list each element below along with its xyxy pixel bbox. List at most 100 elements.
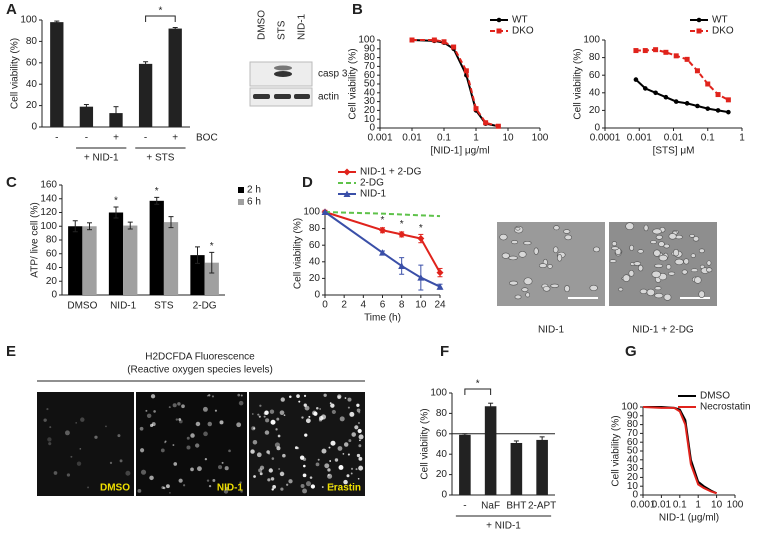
- y-tick-label: 60: [364, 70, 376, 81]
- fluorescent-cell: [161, 486, 165, 490]
- cell: [557, 253, 563, 262]
- band-label: actin: [318, 92, 339, 103]
- fluorescent-cell: [288, 479, 293, 484]
- x-tick-label: 8: [399, 300, 405, 311]
- fluorescent-cell: [271, 457, 275, 460]
- x-tick-label: 2: [341, 300, 347, 311]
- point: [633, 48, 639, 54]
- point: [705, 81, 711, 87]
- fluorescent-cell: [207, 421, 213, 427]
- cell: [553, 246, 559, 254]
- point: [694, 68, 700, 74]
- cell: [609, 259, 617, 263]
- fluorescent-cell: [331, 485, 334, 488]
- fluorescent-cell: [212, 479, 216, 482]
- panel-letter: B: [352, 1, 363, 18]
- point: [398, 230, 406, 238]
- fluorescent-cell: [275, 428, 278, 431]
- band: [294, 94, 310, 99]
- fluorescent-cell: [358, 434, 364, 440]
- y-tick-label: 20: [309, 273, 321, 284]
- fluorescent-cell: [303, 394, 307, 398]
- y-tick-label: 80: [589, 52, 601, 63]
- fluorescent-cell: [223, 489, 229, 494]
- fluorescent-cell: [164, 440, 167, 443]
- x-tick-label: STS: [154, 301, 174, 312]
- x-tick-label: 0.001: [367, 133, 392, 144]
- fluorescent-cell: [271, 488, 274, 491]
- cell: [689, 234, 695, 238]
- panel-letter: E: [6, 343, 16, 360]
- x-tick-label: 1: [473, 133, 479, 144]
- fluorescent-cell: [276, 446, 281, 451]
- y-tick-label: 70: [627, 428, 639, 439]
- significance: *: [158, 6, 162, 17]
- cell: [683, 258, 690, 265]
- fluorescent-cell: [178, 419, 183, 424]
- fluorescent-cell: [272, 484, 276, 489]
- x-tick-label: DMSO: [67, 301, 97, 312]
- row-label: BOC: [196, 133, 218, 144]
- fluorescent-cell: [236, 422, 242, 428]
- x-axis-label: Time (h): [364, 313, 401, 324]
- cell: [633, 261, 641, 266]
- y-tick-label: 40: [46, 262, 58, 273]
- y-tick-label: 20: [364, 105, 376, 116]
- point: [663, 94, 669, 100]
- cell: [521, 287, 529, 292]
- fluorescent-cell: [309, 476, 313, 479]
- y-tick-label: 80: [46, 235, 58, 246]
- bar: [123, 225, 138, 295]
- cell: [692, 236, 700, 242]
- image-label: Erastin: [327, 483, 361, 494]
- cell: [523, 277, 533, 285]
- fluorescent-cell: [76, 461, 82, 466]
- y-tick-label: 80: [436, 408, 448, 419]
- fluorescent-cell: [43, 418, 47, 422]
- legend-label: 2-DG: [360, 178, 384, 189]
- band-label: casp 3: [318, 69, 348, 80]
- fluorescent-cell: [153, 410, 156, 413]
- point: [379, 249, 386, 256]
- bar: [163, 222, 179, 295]
- point: [483, 120, 489, 126]
- significance-bracket: [145, 15, 176, 22]
- point: [431, 37, 437, 43]
- fluorescent-cell: [208, 394, 211, 397]
- cell: [658, 241, 665, 247]
- legend-label: WT: [512, 15, 528, 26]
- fluorescent-cell: [140, 469, 147, 475]
- cell: [629, 244, 635, 251]
- y-axis-label: Cell viability (%): [348, 48, 359, 119]
- y-tick-label: 30: [627, 463, 639, 474]
- cell: [564, 234, 572, 241]
- fluorescent-cell: [150, 394, 156, 399]
- fluorescent-cell: [315, 406, 319, 410]
- y-tick-label: 60: [309, 240, 321, 251]
- fluorescent-cell: [348, 439, 352, 443]
- bar: [79, 106, 94, 127]
- y-axis-label: Cell viability (%): [420, 408, 431, 479]
- fluorescent-cell: [224, 466, 229, 471]
- panel-letter: G: [625, 343, 637, 360]
- fluorescent-cell: [253, 427, 256, 430]
- fluorescent-cell: [206, 479, 210, 482]
- fluorescent-cell: [259, 404, 262, 407]
- panel-letter: C: [6, 174, 17, 191]
- point: [398, 262, 406, 269]
- legend-marker: [696, 17, 702, 23]
- image-label: DMSO: [100, 483, 130, 494]
- cell: [694, 276, 702, 284]
- fluorescent-cell: [304, 405, 310, 411]
- point: [463, 68, 469, 74]
- cell: [698, 290, 705, 298]
- cell: [625, 222, 635, 231]
- cell: [663, 293, 672, 301]
- fluorescent-cell: [196, 466, 202, 472]
- x-tick-label: 0.1: [673, 500, 687, 511]
- bar: [484, 406, 497, 495]
- cell: [655, 234, 663, 240]
- x-tick-label: 4: [361, 300, 367, 311]
- fluorescent-cell: [356, 453, 361, 458]
- fluorescent-cell: [339, 416, 345, 422]
